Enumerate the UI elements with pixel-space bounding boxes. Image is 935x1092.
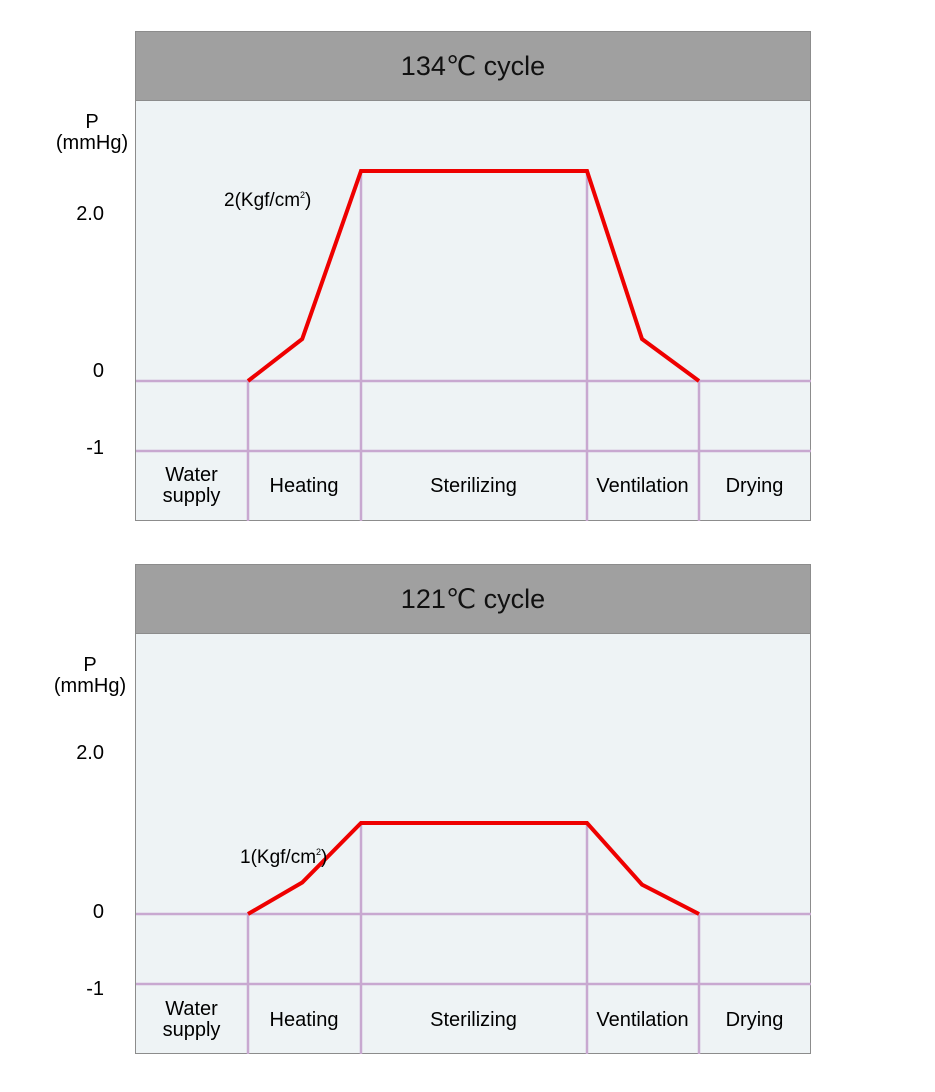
y-axis-label: P (mmHg)	[55, 111, 129, 154]
phase-row: Water supply Heating Sterilizing Ventilat…	[0, 985, 935, 1055]
pressure-annotation: 1(Kgf/cm2)	[240, 847, 328, 868]
phase-heating: Heating	[269, 1008, 339, 1031]
y-tick-0: 0	[92, 901, 104, 923]
phase-drying: Drying	[725, 474, 784, 497]
y-tick-2: 2.0	[76, 742, 104, 764]
phase-row: Water supply Heating Sterilizing Ventilat…	[0, 451, 935, 521]
chart-svg	[136, 169, 811, 521]
phase-sterilizing: Sterilizing	[430, 1008, 517, 1031]
phase-drying: Drying	[725, 1008, 784, 1031]
y-tick-neg1: -1	[86, 978, 104, 1000]
pressure-curve	[246, 169, 701, 383]
pressure-annotation: 2(Kgf/cm2)	[224, 190, 312, 211]
phase-heating: Heating	[269, 474, 339, 497]
phase-ventilation: Ventilation	[596, 1008, 689, 1031]
y-tick-2: 2.0	[76, 203, 104, 225]
y-tick-0: 0	[92, 360, 104, 382]
chart-title: 134℃ cycle	[135, 31, 811, 101]
phase-water-supply: Water supply	[162, 998, 221, 1041]
phase-ventilation: Ventilation	[596, 474, 689, 497]
phase-sterilizing: Sterilizing	[430, 474, 517, 497]
phase-water-supply: Water supply	[162, 464, 221, 507]
y-tick-neg1: -1	[86, 437, 104, 459]
chart-title: 121℃ cycle	[135, 564, 811, 634]
y-axis-label: P (mmHg)	[53, 654, 127, 697]
pressure-curve	[246, 821, 700, 916]
